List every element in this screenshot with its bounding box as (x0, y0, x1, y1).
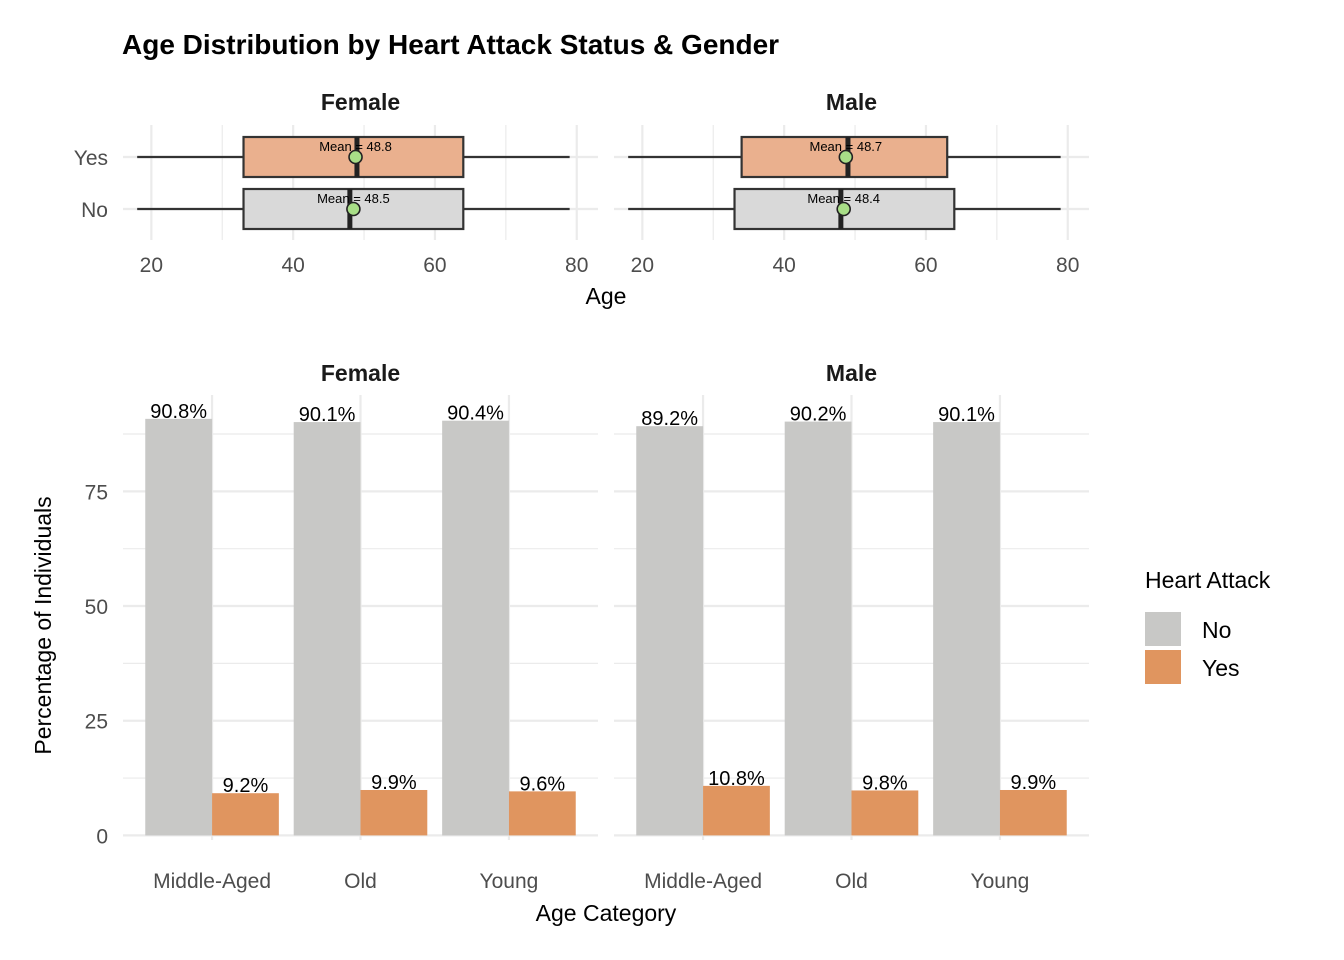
bar-no-middle-aged (636, 426, 704, 836)
data-label: 90.1% (938, 404, 995, 426)
bar-no-young (442, 420, 509, 836)
bar-yes-middle-aged (212, 793, 279, 836)
data-label: 90.1% (299, 404, 356, 426)
data-label: 9.2% (223, 775, 269, 797)
legend: Heart Attack No Yes (1145, 567, 1271, 684)
legend-swatch-no (1145, 612, 1181, 646)
x-axis-title: Age Category (536, 900, 677, 926)
chart-title: Age Distribution by Heart Attack Status … (122, 29, 779, 60)
x-axis-title: Age (586, 283, 627, 309)
x-tick-label: 60 (914, 254, 937, 277)
x-tick-label: 40 (281, 254, 304, 277)
data-label: 89.2% (641, 408, 698, 430)
y-tick-label: 0 (96, 825, 108, 848)
x-tick-label: 20 (631, 254, 654, 277)
bar-yes-young (999, 789, 1067, 836)
y-tick-label: No (81, 199, 108, 222)
bar-facet-male: Male Middle-Aged Old Young 89.2% 90.2% 90.1% 10… (614, 360, 1089, 893)
y-tick-label: 25 (85, 711, 108, 734)
bar-yes-old (851, 790, 919, 836)
bar-yes-middle-aged (703, 785, 770, 836)
data-label: 9.9% (1011, 772, 1057, 794)
x-tick-label: Middle-Aged (153, 870, 271, 893)
x-tick-label: Old (344, 870, 377, 893)
x-tick-label: 80 (565, 254, 588, 277)
x-tick-label: Young (480, 870, 539, 893)
boxplot-facet-female: Female 20 40 60 80 Mean = 48.5 Mean = 48.8 (123, 89, 598, 277)
data-label: 90.2% (790, 404, 847, 426)
bar-panel: Female Middle-Aged Old Young 90.8% 90.1% 90.4%… (30, 360, 1089, 926)
bar-no-old (293, 422, 361, 836)
bar-no-middle-aged (145, 418, 213, 836)
data-label: 90.8% (150, 401, 207, 423)
data-label: 9.9% (371, 772, 417, 794)
boxplot-panel: Female 20 40 60 80 Mean = 48.5 Mean = 48.8 Male… (74, 89, 1089, 309)
mean-label: Mean = 48.5 (317, 191, 390, 206)
x-tick-label: 20 (140, 254, 163, 277)
bar-yes-young (508, 791, 576, 836)
x-tick-label: Old (835, 870, 868, 893)
x-tick-label: Middle-Aged (644, 870, 762, 893)
legend-title: Heart Attack (1145, 567, 1271, 593)
legend-label-no: No (1202, 617, 1231, 643)
bar-yes-old (360, 789, 428, 836)
bar-no-young (933, 422, 1000, 836)
facet-label-male: Male (826, 360, 877, 386)
data-label: 10.8% (708, 768, 765, 790)
data-label: 90.4% (447, 403, 504, 425)
mean-point (838, 149, 854, 165)
legend-label-yes: Yes (1202, 655, 1240, 681)
mean-label: Mean = 48.7 (810, 139, 883, 154)
y-tick-label: Yes (74, 147, 108, 170)
y-axis-title: Percentage of Individuals (30, 496, 56, 754)
x-tick-label: 80 (1056, 254, 1079, 277)
mean-point (836, 201, 852, 217)
mean-point (348, 149, 363, 165)
bar-no-old (784, 421, 852, 836)
facet-label-female: Female (321, 360, 400, 386)
x-tick-label: Young (971, 870, 1030, 893)
x-tick-label: 40 (772, 254, 795, 277)
y-tick-label: 75 (85, 481, 108, 504)
x-tick-label: 60 (423, 254, 446, 277)
facet-label-female: Female (321, 89, 400, 115)
boxplot-facet-male: Male 20 40 60 80 Mean = 48.4 Mean = 48.7 (614, 89, 1089, 277)
mean-point (346, 201, 361, 217)
bar-facet-female: Female Middle-Aged Old Young 90.8% 90.1% 90.4%… (123, 360, 598, 893)
data-label: 9.8% (862, 772, 908, 794)
legend-swatch-yes (1145, 650, 1181, 684)
facet-label-male: Male (826, 89, 877, 115)
y-tick-label: 50 (85, 596, 108, 619)
mean-label: Mean = 48.8 (319, 139, 392, 154)
data-label: 9.6% (520, 773, 566, 795)
mean-label: Mean = 48.4 (807, 191, 880, 206)
